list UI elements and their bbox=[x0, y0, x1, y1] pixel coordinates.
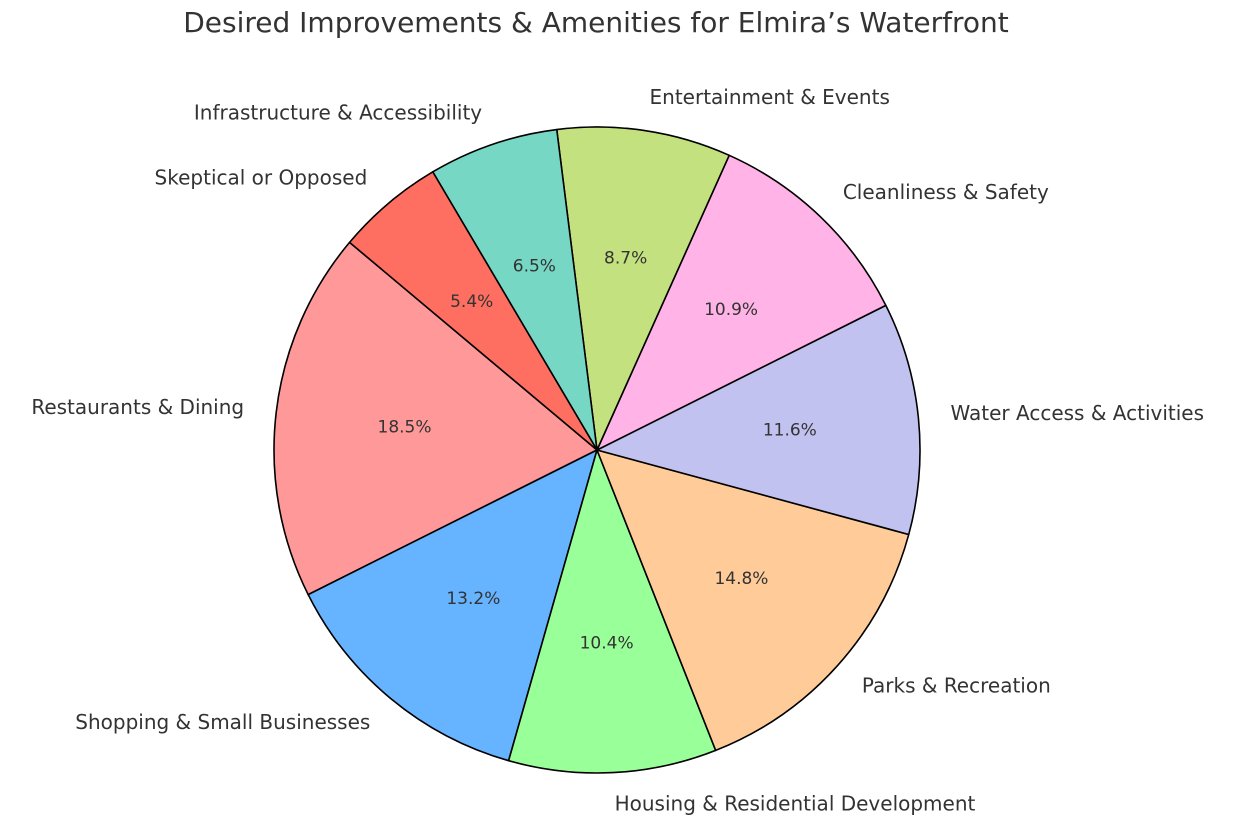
slice-value-label: 13.2% bbox=[446, 589, 500, 609]
pie-slice bbox=[596, 154, 887, 451]
pie-slice bbox=[307, 449, 598, 762]
slice-value-label: 8.7% bbox=[604, 248, 647, 268]
slice-label: Water Access & Activities bbox=[951, 401, 1205, 425]
pie-slice bbox=[348, 171, 598, 451]
pie-slice bbox=[555, 126, 730, 451]
slice-label: Housing & Residential Development bbox=[615, 791, 976, 815]
pie-slice bbox=[596, 449, 910, 752]
slice-label: Parks & Recreation bbox=[862, 673, 1051, 697]
slice-label: Entertainment & Events bbox=[650, 85, 890, 109]
slice-value-label: 10.4% bbox=[580, 634, 634, 654]
slice-value-label: 5.4% bbox=[450, 292, 493, 312]
slice-label: Infrastructure & Accessibility bbox=[194, 100, 482, 124]
slice-label: Restaurants & Dining bbox=[31, 395, 244, 419]
slice-value-label: 11.6% bbox=[763, 421, 817, 441]
slice-label: Skeptical or Opposed bbox=[155, 165, 368, 189]
slice-value-label: 14.8% bbox=[714, 569, 768, 589]
pie-slice bbox=[273, 241, 598, 596]
slice-label: Shopping & Small Businesses bbox=[75, 710, 370, 734]
pie-slice bbox=[596, 304, 921, 536]
pie-slice bbox=[507, 449, 717, 774]
pie-slice bbox=[431, 128, 598, 451]
slice-label: Cleanliness & Safety bbox=[843, 180, 1049, 204]
slice-value-label: 18.5% bbox=[378, 417, 432, 437]
slice-value-label: 10.9% bbox=[704, 300, 758, 320]
slice-value-label: 6.5% bbox=[513, 257, 556, 277]
chart-title: Desired Improvements & Amenities for Elm… bbox=[183, 6, 1009, 39]
